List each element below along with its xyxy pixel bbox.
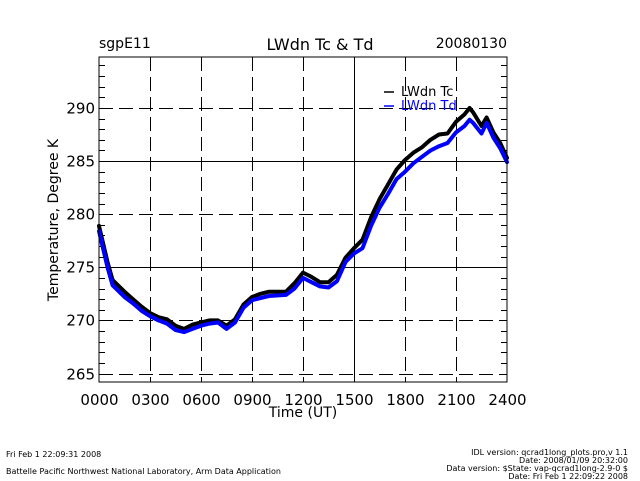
x-axis-label: Time (UT) xyxy=(268,405,337,421)
x-tick-label: 0600 xyxy=(182,391,220,409)
x-tick-label: 2100 xyxy=(437,391,475,409)
x-tick-label: 1200 xyxy=(284,391,322,409)
x-tick-label: 0300 xyxy=(131,391,169,409)
footer-data-version: Data version: $State: vap-qcrad1long-2.9… xyxy=(446,464,628,473)
x-tick-label: 0900 xyxy=(233,391,271,409)
footer-idl-version: IDL version: qcrad1long_plots.pro,v 1.1 xyxy=(471,448,628,457)
y-tick-label: 275 xyxy=(66,259,95,277)
footer-credit: Battelle Pacific Northwest National Labo… xyxy=(6,467,281,476)
date-label: 20080130 xyxy=(435,36,507,52)
y-tick-label: 280 xyxy=(66,206,95,224)
x-tick-labels: 0000 0300 0600 0900 1200 1500 1800 2100 2400 xyxy=(80,391,526,409)
footer-data-date: Date: Fri Feb 1 22:09:22 2008 xyxy=(508,472,628,481)
legend-label: LWdn Td xyxy=(401,99,457,114)
legend-label: LWdn Tc xyxy=(401,85,453,100)
y-tick-label: 270 xyxy=(66,312,95,330)
x-tick-label: 1800 xyxy=(386,391,424,409)
y-axis-label: Temperature, Degree K xyxy=(46,138,62,302)
x-tick-label: 1500 xyxy=(335,391,373,409)
series-line-td xyxy=(97,117,509,335)
site-label: sgpE11 xyxy=(99,36,151,52)
footer-idl-date: Date: 2008/01/09 20:32:00 xyxy=(519,456,628,465)
y-tick-label: 285 xyxy=(66,153,95,171)
x-tick-label: 0000 xyxy=(80,391,118,409)
series-group xyxy=(97,106,509,335)
y-tick-label: 265 xyxy=(66,366,95,384)
y-tick-labels: 265 270 275 280 285 290 xyxy=(66,100,95,384)
y-tick-label: 290 xyxy=(66,100,95,118)
plot-frame xyxy=(98,56,508,383)
footer-timestamp: Fri Feb 1 22:09:31 2008 xyxy=(6,450,102,459)
chart-title: LWdn Tc & Td xyxy=(266,35,374,54)
series-line-tc xyxy=(97,106,509,331)
x-tick-label: 2400 xyxy=(488,391,526,409)
